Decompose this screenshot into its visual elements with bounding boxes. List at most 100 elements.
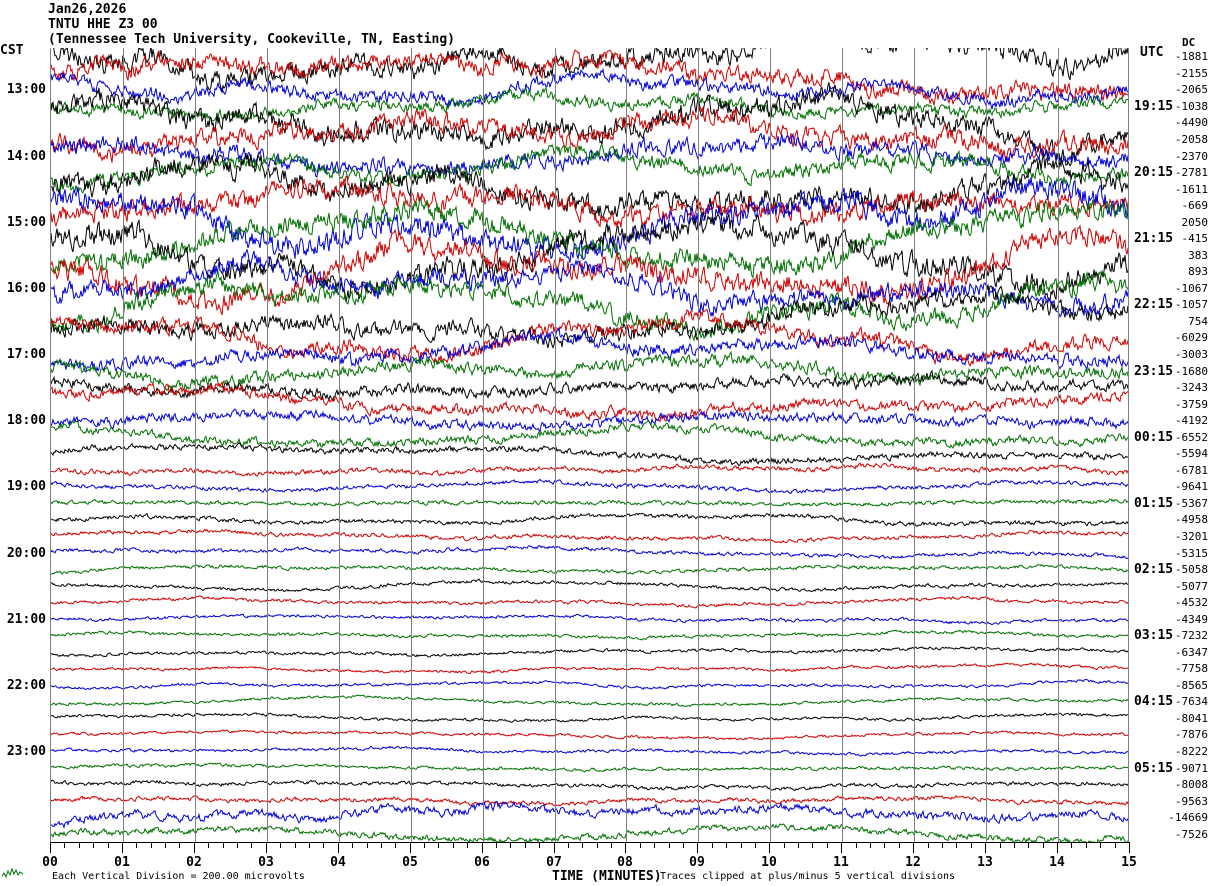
dc-value: -7758	[1174, 662, 1208, 675]
x-tick-minor	[784, 842, 785, 848]
x-tick-label: 15	[1121, 855, 1137, 870]
x-tick-label: 11	[833, 855, 849, 870]
x-tick-label: 00	[42, 855, 58, 870]
x-tick-minor	[1086, 842, 1087, 848]
x-tick-minor	[496, 842, 497, 848]
x-tick-minor	[611, 842, 612, 848]
dc-value: -8041	[1174, 712, 1208, 725]
x-tick-minor	[582, 842, 583, 848]
x-tick-minor	[453, 842, 454, 848]
vertical-gridline	[914, 48, 915, 842]
x-tick-minor	[726, 842, 727, 848]
x-tick-minor	[942, 842, 943, 848]
x-tick-minor	[251, 842, 252, 848]
x-tick-major	[122, 842, 123, 853]
seismic-trace	[51, 629, 1128, 641]
left-axis-label: CST	[0, 43, 24, 58]
dc-value: -5077	[1174, 580, 1208, 593]
left-time-label: 16:00	[6, 281, 46, 296]
left-time-label: 13:00	[6, 82, 46, 97]
vertical-gridline	[986, 48, 987, 842]
right-time-label: 22:15	[1134, 297, 1174, 312]
seismic-trace	[51, 49, 1128, 106]
x-tick-minor	[956, 842, 957, 848]
seismic-trace	[51, 381, 1128, 423]
seismic-trace	[51, 678, 1128, 691]
dc-value: -6552	[1174, 431, 1208, 444]
x-tick-minor	[798, 842, 799, 848]
x-tick-minor	[1043, 842, 1044, 848]
x-tick-minor	[352, 842, 353, 848]
dc-value: -1881	[1174, 50, 1208, 63]
seismic-trace	[51, 613, 1128, 626]
x-tick-minor	[151, 842, 152, 848]
right-time-label: 19:15	[1134, 99, 1174, 114]
dc-value: -7526	[1174, 828, 1208, 841]
seismic-trace	[53, 48, 1128, 95]
seismic-trace	[51, 779, 1128, 792]
x-tick-major	[1129, 842, 1130, 853]
dc-value: -8222	[1174, 745, 1208, 758]
seismic-trace	[51, 285, 1128, 349]
dc-value: -1611	[1174, 183, 1208, 196]
seismic-trace	[51, 646, 1128, 658]
seismic-trace	[51, 545, 1128, 560]
seismic-trace	[51, 563, 1128, 575]
right-time-label: 23:15	[1134, 364, 1174, 379]
dc-value: -2058	[1174, 133, 1208, 146]
x-tick-major	[482, 842, 483, 853]
right-time-label: 21:15	[1134, 231, 1174, 246]
right-axis-label: UTC	[1140, 45, 1164, 60]
seismic-trace	[51, 197, 1128, 279]
x-tick-minor	[884, 842, 885, 848]
dc-value: -4349	[1174, 613, 1208, 626]
seismic-trace	[51, 67, 1128, 110]
seismic-trace	[51, 729, 1128, 741]
dc-value: -9641	[1174, 480, 1208, 493]
right-time-label: 20:15	[1134, 165, 1174, 180]
x-tick-minor	[309, 842, 310, 848]
seismic-trace	[51, 745, 1128, 757]
x-tick-minor	[438, 842, 439, 848]
vertical-gridline	[842, 48, 843, 842]
corner-trace-glyph	[2, 867, 24, 879]
x-tick-label: 09	[689, 855, 705, 870]
seismic-trace	[51, 462, 1128, 477]
dc-value: -6029	[1174, 331, 1208, 344]
helicorder-plot[interactable]	[50, 48, 1129, 842]
dc-value: -1680	[1174, 365, 1208, 378]
x-tick-minor	[683, 842, 684, 848]
dc-value: -8565	[1174, 679, 1208, 692]
x-tick-minor	[539, 842, 540, 848]
dc-value: -3201	[1174, 530, 1208, 543]
x-tick-minor	[93, 842, 94, 848]
seismic-trace	[51, 369, 1128, 402]
vertical-gridline	[1058, 48, 1059, 842]
dc-value: -4192	[1174, 414, 1208, 427]
x-tick-label: 03	[258, 855, 274, 870]
left-time-label: 15:00	[6, 215, 46, 230]
x-tick-major	[769, 842, 770, 853]
x-tick-label: 06	[474, 855, 490, 870]
x-tick-minor	[1014, 842, 1015, 848]
x-tick-major	[697, 842, 698, 853]
right-time-label: 04:15	[1134, 694, 1174, 709]
right-time-label: 00:15	[1134, 430, 1174, 445]
x-tick-minor	[827, 842, 828, 848]
seismic-trace	[51, 105, 1128, 163]
dc-value: 754	[1188, 315, 1208, 328]
left-time-label: 19:00	[6, 479, 46, 494]
seismic-trace	[51, 308, 1128, 367]
x-tick-label: 12	[905, 855, 921, 870]
seismic-trace	[51, 662, 1128, 675]
scale-note: Each Vertical Division = 200.00 microvol…	[52, 871, 305, 882]
x-tick-label: 14	[1049, 855, 1065, 870]
header-station: TNTU HHE Z3 00	[48, 17, 158, 32]
dc-value: -5315	[1174, 547, 1208, 560]
trace-canvas	[51, 48, 1128, 842]
x-tick-major	[410, 842, 411, 853]
clip-note: Traces clipped at plus/minus 5 vertical …	[660, 871, 956, 882]
left-time-label: 20:00	[6, 546, 46, 561]
dc-value: -1057	[1174, 298, 1208, 311]
dc-value: -3243	[1174, 381, 1208, 394]
